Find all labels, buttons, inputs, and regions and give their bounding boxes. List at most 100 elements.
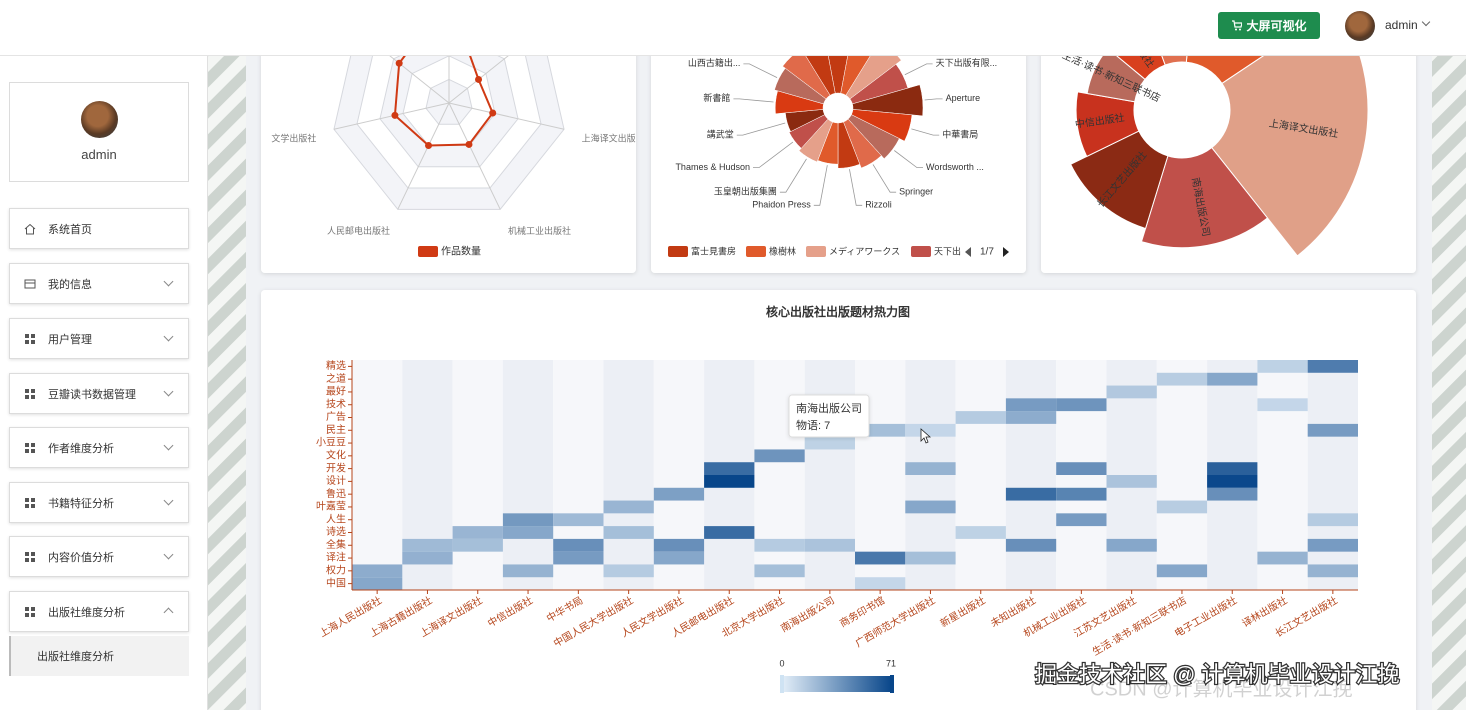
screen-button[interactable]: 大屏可视化: [1218, 12, 1320, 39]
donut-slice: [1069, 130, 1169, 230]
y-tick-label: 全集: [326, 538, 346, 551]
menu-icon: [25, 442, 35, 453]
heat-cell: [704, 475, 755, 488]
menu-item[interactable]: 用户管理: [9, 318, 189, 359]
menu-label: 豆瓣读书数据管理: [48, 388, 136, 401]
heat-cell: [804, 538, 855, 552]
legend-label: 作品数量: [441, 245, 481, 258]
menu-icon: [25, 551, 35, 562]
label-line: [872, 164, 897, 193]
heat-cell: [1307, 564, 1358, 578]
label-line: [733, 98, 774, 103]
heat-cell: [1005, 538, 1057, 552]
heat-cell: [402, 551, 453, 565]
split-area: [1307, 360, 1358, 590]
split-area: [603, 360, 654, 590]
submenu-item[interactable]: 出版社维度分析: [9, 636, 189, 676]
menu-icon: [25, 606, 35, 617]
profile-card: admin: [9, 82, 189, 182]
legend-swatch: [418, 246, 438, 257]
label-line: [849, 169, 863, 206]
heat-cell: [855, 551, 906, 565]
heat-cell: [1257, 398, 1308, 412]
y-tick-label: 文化: [326, 448, 346, 461]
menu-icon: [25, 333, 35, 344]
donut-chart: 上海译文出版社南海出版公司长江文艺出版社中信出版社生活·读书·新知三联书店译林出…: [1060, 40, 1369, 257]
radar-indicator: 机械工业出版社: [508, 225, 571, 236]
y-tick-label: 小豆豆: [316, 437, 346, 449]
avatar: [81, 101, 118, 138]
split-area: [1005, 360, 1057, 590]
menu-icon: [25, 497, 35, 508]
heat-cell: [1207, 475, 1258, 488]
slice-label: Aperture: [946, 93, 981, 103]
heat-cell: [955, 526, 1006, 539]
heat-cell: [1106, 475, 1157, 488]
menu-item[interactable]: 出版社维度分析: [9, 591, 189, 632]
watermark: 掘金技术社区 @ 计算机毕业设计江挽: [1035, 662, 1400, 687]
heat-cell: [1307, 538, 1358, 552]
split-area: [502, 360, 554, 590]
heat-cell: [1257, 551, 1308, 565]
heat-cell: [955, 411, 1006, 424]
menu-item[interactable]: 系统首页: [9, 208, 189, 249]
y-tick-label: 精选: [326, 359, 346, 372]
heat-cell: [1056, 513, 1107, 527]
menu-label: 作者维度分析: [48, 442, 114, 455]
heat-cell: [653, 487, 705, 501]
user-name[interactable]: admin: [1385, 18, 1418, 32]
radar-point: [489, 109, 497, 117]
visual-map-handle[interactable]: [890, 675, 894, 693]
chevron: [163, 495, 174, 506]
menu-item[interactable]: 书籍特征分析: [9, 482, 189, 523]
heat-cell: [603, 526, 654, 539]
y-tick-label: 最好: [326, 386, 346, 398]
heat-cell: [452, 526, 503, 539]
button-label: 大屏可视化: [1246, 19, 1307, 33]
radar-point: [395, 59, 403, 67]
menu-icon: [24, 223, 36, 234]
label-line: [911, 128, 940, 136]
donut-slice: [1211, 40, 1369, 257]
legend-next[interactable]: [1003, 247, 1009, 257]
heat-cell: [855, 577, 906, 590]
legend-prev[interactable]: [965, 247, 971, 257]
radar-axis: [448, 102, 501, 210]
heat-cell: [502, 513, 554, 527]
avatar[interactable]: [1345, 11, 1375, 41]
heat-cell: [502, 564, 554, 578]
slice-label: 講武堂: [707, 128, 734, 139]
chevron: [163, 386, 174, 397]
sidebar: admin 系统首页我的信息用户管理豆瓣读书数据管理 作者维度分析 书籍特征分析 内容…: [0, 56, 208, 710]
legend-page: 1/7: [980, 247, 994, 258]
heat-cell: [1307, 360, 1358, 373]
watermark-faint: CSDN @计算机毕业设计江挽: [1090, 677, 1353, 700]
visual-map-handle[interactable]: [780, 675, 784, 693]
heat-cell: [553, 551, 604, 565]
menu-item[interactable]: 内容价值分析: [9, 536, 189, 577]
menu-label: 内容价值分析: [48, 551, 114, 564]
heat-cell: [1005, 487, 1057, 501]
menu-label: 书籍特征分析: [48, 497, 114, 510]
chevron: [163, 607, 174, 618]
menu-item[interactable]: 作者维度分析: [9, 427, 189, 468]
radar-axis: [448, 102, 565, 130]
heat-cell: [1106, 385, 1157, 399]
split-area: [352, 360, 403, 590]
donut-slice: [1075, 91, 1140, 158]
legend-swatch: [746, 246, 766, 257]
menu-icon: [25, 388, 35, 399]
heat-cell: [1207, 372, 1258, 386]
heat-cell: [1257, 360, 1308, 373]
heat-cell: [603, 564, 654, 578]
menu-item[interactable]: 我的信息: [9, 263, 189, 304]
chart-title: 核心出版社出版题材热力图: [766, 304, 910, 319]
chevron: [163, 331, 174, 342]
slice-label: Thames & Hudson: [675, 162, 750, 172]
heat-cell: [704, 526, 755, 539]
radar-point: [475, 75, 483, 83]
menu-label: 系统首页: [48, 223, 92, 236]
menu-item[interactable]: 豆瓣读书数据管理: [9, 373, 189, 414]
menu-icon: [24, 279, 36, 288]
